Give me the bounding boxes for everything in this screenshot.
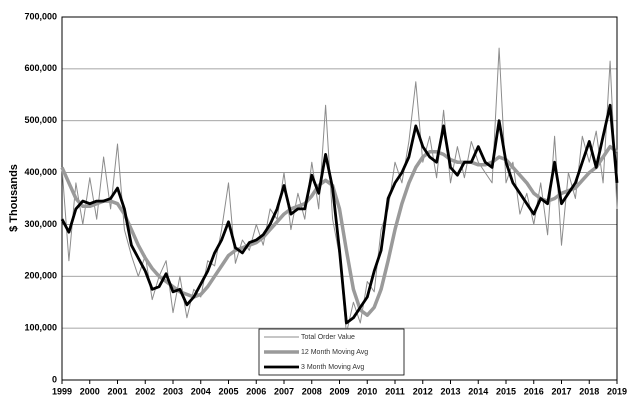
- x-tick-label: 2007: [274, 386, 294, 396]
- x-tick-label: 2010: [357, 386, 377, 396]
- y-tick-label: 100,000: [24, 323, 57, 333]
- x-tick-label: 2017: [551, 386, 571, 396]
- y-tick-label: 600,000: [24, 63, 57, 73]
- y-tick-label: 700,000: [24, 11, 57, 21]
- y-tick-label: 200,000: [24, 271, 57, 281]
- legend-label: 12 Month Moving Avg: [301, 349, 368, 356]
- x-tick-label: 2015: [496, 386, 516, 396]
- x-tick-label: 2013: [440, 386, 460, 396]
- y-tick-label: 300,000: [24, 219, 57, 229]
- x-tick-label: 2009: [329, 386, 349, 396]
- x-tick-label: 2006: [246, 386, 266, 396]
- x-tick-label: 2003: [163, 386, 183, 396]
- x-tick-label: 1999: [52, 386, 72, 396]
- x-tick-label: 2002: [135, 386, 155, 396]
- y-axis-label: $ Thousands: [8, 164, 20, 232]
- legend-label: 3 Month Moving Avg: [301, 364, 364, 371]
- plot-border: [61, 16, 618, 381]
- x-tick-label: 2012: [413, 386, 433, 396]
- x-tick-label: 2001: [107, 386, 127, 396]
- x-tick-label: 2000: [80, 386, 100, 396]
- x-tick-label: 2004: [191, 386, 211, 396]
- x-tick-label: 2008: [302, 386, 322, 396]
- x-tick-label: 2019: [607, 386, 627, 396]
- legend: Total Order Value 12 Month Moving Avg 3 Mo…: [258, 328, 405, 376]
- legend-label: Total Order Value: [301, 334, 355, 341]
- y-tick-label: 0: [52, 374, 57, 384]
- x-tick-label: 2014: [468, 386, 488, 396]
- x-tick-label: 2018: [579, 386, 599, 396]
- x-tick-label: 2011: [385, 386, 405, 396]
- x-tick-label: 2016: [524, 386, 544, 396]
- series-line: [60, 103, 619, 325]
- series-line: [60, 144, 619, 317]
- x-tick-label: 2005: [218, 386, 238, 396]
- y-tick-label: 500,000: [24, 115, 57, 125]
- y-tick-label: 400,000: [24, 167, 57, 177]
